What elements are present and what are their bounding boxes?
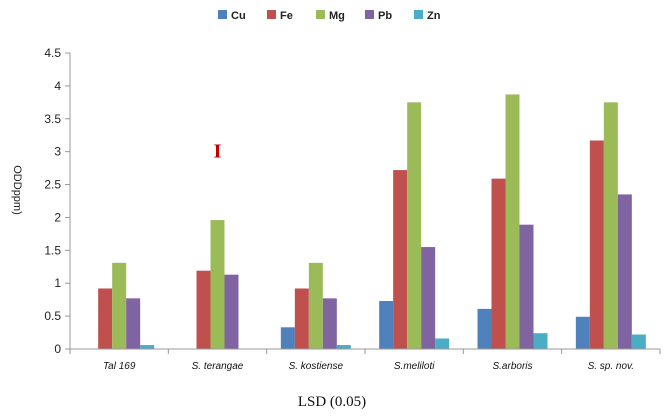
bar-fe xyxy=(491,178,506,349)
bar-cu xyxy=(379,300,394,349)
bar-pb xyxy=(224,274,239,349)
y-tick-label: 2 xyxy=(54,210,61,224)
bar-mg xyxy=(603,102,618,349)
x-tick-label: S. sp. nov. xyxy=(588,361,635,372)
caption: LSD (0.05) xyxy=(297,394,367,410)
bar-zn xyxy=(336,345,351,349)
error-marker: I xyxy=(214,140,222,162)
x-tick-label: S.meliloti xyxy=(394,361,435,372)
y-tick-label: 3 xyxy=(54,145,61,159)
legend-label-fe: Fe xyxy=(280,10,293,22)
legend-label-zn: Zn xyxy=(427,10,441,22)
bar-mg xyxy=(210,220,225,349)
bar-pb xyxy=(322,298,337,349)
legend-swatch-pb xyxy=(365,10,374,19)
bar-pb xyxy=(519,224,534,349)
bar-mg xyxy=(407,102,422,349)
legend: Cu Fe Mg Pb Zn xyxy=(218,10,441,22)
y-tick-label: 0 xyxy=(54,342,61,356)
y-axis-label: ODDppm) xyxy=(11,165,23,215)
bar-fe xyxy=(294,288,309,349)
y-tick-label: 0.5 xyxy=(44,309,61,323)
bar-zn xyxy=(533,333,548,349)
bar-cu xyxy=(477,308,492,349)
x-tick-label: S.arboris xyxy=(492,361,532,372)
y-tick-label: 4 xyxy=(54,79,61,93)
y-tick-label: 1.5 xyxy=(44,243,61,257)
legend-swatch-fe xyxy=(267,10,276,19)
bar-cu xyxy=(575,316,590,349)
legend-label-pb: Pb xyxy=(378,10,392,22)
legend-swatch-zn xyxy=(414,10,423,19)
y-tick-label: 1 xyxy=(54,276,61,290)
bar-mg xyxy=(308,262,323,349)
bar-chart: Cu Fe Mg Pb Zn 0 0.5 1 1.5 2 2.5 3 3.5 4 4.5 Tal 169 S… xyxy=(11,10,661,372)
bar-fe xyxy=(393,170,408,349)
bar-zn xyxy=(631,334,646,349)
legend-swatch-cu xyxy=(218,10,227,19)
legend-label-mg: Mg xyxy=(329,10,345,22)
x-tick-label: S. kostiense xyxy=(289,361,344,372)
bar-fe xyxy=(196,270,211,349)
bar-pb xyxy=(421,247,436,349)
legend-label-cu: Cu xyxy=(231,10,246,22)
x-axis: Tal 169 S. terangae S. kostiense S.meliloti… xyxy=(69,348,661,372)
y-tick-label: 3.5 xyxy=(44,112,61,126)
y-axis: 0 0.5 1 1.5 2 2.5 3 3.5 4 4.5 xyxy=(44,46,71,356)
legend-swatch-mg xyxy=(316,10,325,19)
bar-fe xyxy=(98,288,113,349)
bar-cu xyxy=(280,327,295,349)
bars xyxy=(98,94,646,349)
bar-zn xyxy=(140,345,155,349)
bar-pb xyxy=(126,298,141,349)
x-tick-label: S. terangae xyxy=(192,361,244,372)
bar-mg xyxy=(505,94,520,349)
bar-mg xyxy=(112,262,127,349)
y-tick-label: 2.5 xyxy=(44,178,61,192)
bar-pb xyxy=(617,194,632,349)
bar-zn xyxy=(435,338,450,349)
x-tick-label: Tal 169 xyxy=(103,361,136,372)
y-tick-label: 4.5 xyxy=(44,46,61,60)
bar-fe xyxy=(589,140,604,349)
